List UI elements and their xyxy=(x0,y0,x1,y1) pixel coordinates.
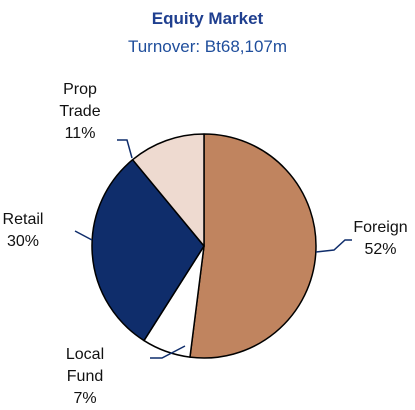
chart-title: Equity Market xyxy=(151,9,264,28)
slice-name: Foreign xyxy=(353,219,408,236)
leader-line xyxy=(74,230,93,241)
chart-subtitle: Turnover: Bt68,107m xyxy=(127,37,288,56)
pie-slice xyxy=(91,158,205,342)
slice-value: 52% xyxy=(364,241,397,258)
pie-slice xyxy=(189,133,317,359)
slice-label: Local Fund 7% xyxy=(55,344,115,410)
slice-label: Retail 30% xyxy=(0,209,53,253)
leader-line xyxy=(117,139,133,159)
slice-name: Retail xyxy=(2,211,44,228)
slice-label: Foreign 52% xyxy=(333,217,415,261)
slice-value: 30% xyxy=(6,233,40,250)
leader-line xyxy=(150,345,186,359)
pie-slice xyxy=(131,133,205,247)
slice-name: Local Fund xyxy=(65,346,105,385)
slice-value: 7% xyxy=(73,390,97,407)
leader-line xyxy=(315,239,352,253)
slice-label: Prop Trade 11% xyxy=(50,79,110,145)
slice-name: Prop Trade xyxy=(59,81,101,120)
slice-value: 11% xyxy=(64,125,96,142)
